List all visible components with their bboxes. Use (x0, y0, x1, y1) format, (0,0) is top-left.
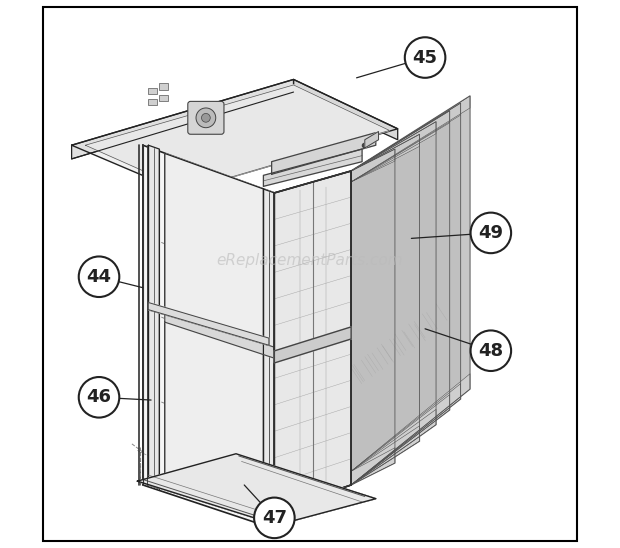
Polygon shape (148, 145, 159, 489)
Circle shape (254, 498, 294, 538)
Polygon shape (351, 111, 450, 182)
Bar (159, 83, 167, 90)
Polygon shape (138, 455, 376, 525)
Polygon shape (365, 132, 378, 148)
Polygon shape (351, 134, 420, 485)
Text: 44: 44 (87, 268, 112, 286)
Polygon shape (351, 122, 436, 182)
Polygon shape (351, 111, 450, 485)
Polygon shape (351, 134, 420, 182)
Polygon shape (148, 302, 269, 345)
Polygon shape (275, 327, 351, 363)
Polygon shape (138, 454, 376, 525)
Text: 46: 46 (87, 389, 112, 406)
Polygon shape (165, 153, 275, 511)
Polygon shape (351, 149, 395, 485)
Circle shape (79, 256, 119, 297)
Polygon shape (351, 103, 461, 182)
Text: 48: 48 (478, 342, 503, 359)
Bar (148, 88, 157, 94)
Circle shape (405, 37, 445, 78)
Polygon shape (351, 426, 420, 485)
Polygon shape (351, 409, 436, 485)
Polygon shape (86, 85, 389, 190)
Polygon shape (351, 374, 470, 485)
Polygon shape (72, 79, 397, 192)
Polygon shape (275, 171, 351, 511)
Polygon shape (272, 133, 376, 174)
Polygon shape (72, 79, 293, 159)
Polygon shape (351, 122, 436, 485)
Circle shape (202, 113, 210, 122)
Polygon shape (293, 79, 397, 140)
Bar (159, 95, 167, 101)
Polygon shape (351, 395, 450, 485)
Polygon shape (351, 96, 470, 182)
Text: eReplacementParts.com: eReplacementParts.com (216, 253, 404, 268)
Circle shape (196, 108, 216, 128)
Polygon shape (165, 311, 275, 358)
Text: 49: 49 (479, 224, 503, 242)
Polygon shape (351, 448, 395, 485)
Circle shape (471, 330, 511, 371)
Polygon shape (275, 171, 351, 511)
Polygon shape (143, 145, 275, 529)
Polygon shape (351, 103, 461, 485)
Polygon shape (264, 149, 362, 186)
Text: 47: 47 (262, 509, 287, 527)
Polygon shape (264, 189, 275, 529)
Text: 45: 45 (412, 49, 438, 66)
Polygon shape (351, 96, 470, 485)
Polygon shape (351, 384, 461, 485)
FancyBboxPatch shape (188, 101, 224, 134)
Circle shape (79, 377, 119, 418)
Circle shape (471, 213, 511, 253)
Polygon shape (351, 149, 395, 182)
Bar (148, 99, 157, 105)
